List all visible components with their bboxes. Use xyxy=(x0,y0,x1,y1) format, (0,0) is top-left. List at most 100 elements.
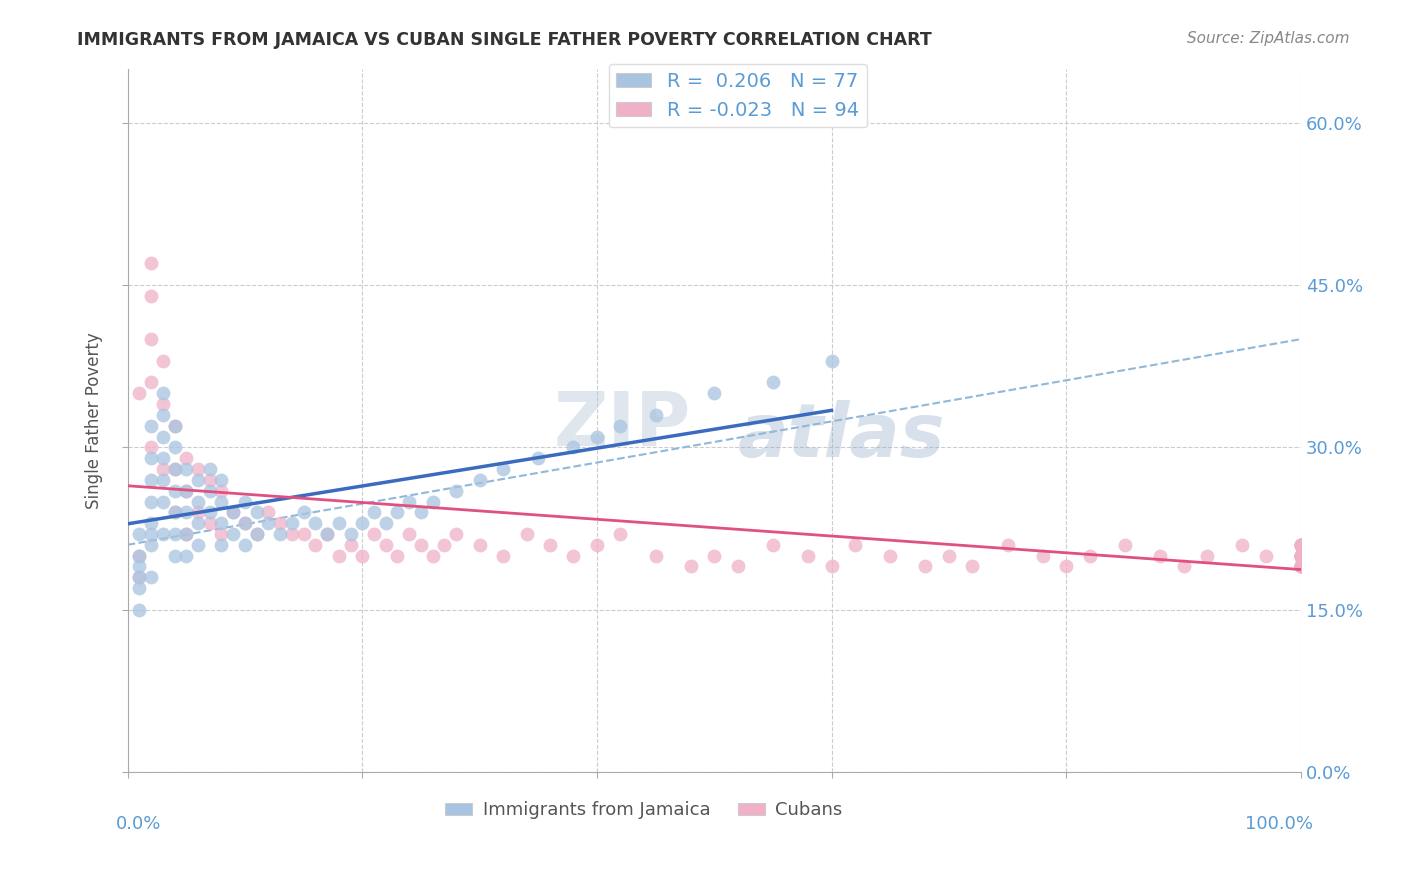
Point xyxy=(163,462,186,476)
Point xyxy=(222,527,245,541)
Text: Source: ZipAtlas.com: Source: ZipAtlas.com xyxy=(1187,31,1350,46)
Point xyxy=(1289,549,1312,563)
Point xyxy=(281,527,304,541)
Point xyxy=(211,473,233,487)
Point xyxy=(233,516,256,531)
Point xyxy=(1289,549,1312,563)
Point xyxy=(152,527,174,541)
Point xyxy=(1149,549,1171,563)
Point xyxy=(1054,559,1077,574)
Point xyxy=(269,527,291,541)
Point xyxy=(997,538,1019,552)
Point xyxy=(139,538,162,552)
Point xyxy=(246,505,269,519)
Point xyxy=(797,549,820,563)
Point xyxy=(1232,538,1254,552)
Legend: Immigrants from Jamaica, Cubans: Immigrants from Jamaica, Cubans xyxy=(437,794,851,826)
Point xyxy=(644,408,666,422)
Point xyxy=(703,549,725,563)
Point xyxy=(762,538,785,552)
Point xyxy=(211,538,233,552)
Point xyxy=(444,527,467,541)
Point xyxy=(163,441,186,455)
Point xyxy=(128,549,150,563)
Point xyxy=(198,473,221,487)
Point xyxy=(233,538,256,552)
Point xyxy=(163,527,186,541)
Point xyxy=(374,538,396,552)
Point xyxy=(938,549,960,563)
Point xyxy=(1289,549,1312,563)
Point xyxy=(174,549,197,563)
Point xyxy=(139,441,162,455)
Point xyxy=(139,527,162,541)
Point xyxy=(1289,559,1312,574)
Point xyxy=(139,570,162,584)
Point xyxy=(1289,549,1312,563)
Text: 0.0%: 0.0% xyxy=(115,815,162,833)
Point xyxy=(562,441,585,455)
Point xyxy=(174,527,197,541)
Point xyxy=(352,549,374,563)
Point xyxy=(1195,549,1218,563)
Point xyxy=(820,353,842,368)
Point xyxy=(433,538,456,552)
Point xyxy=(198,505,221,519)
Point xyxy=(844,538,866,552)
Point xyxy=(820,559,842,574)
Point xyxy=(187,538,209,552)
Point xyxy=(515,527,537,541)
Point xyxy=(962,559,984,574)
Point xyxy=(128,570,150,584)
Point xyxy=(246,527,269,541)
Point xyxy=(538,538,561,552)
Text: 100.0%: 100.0% xyxy=(1244,815,1313,833)
Point xyxy=(1289,538,1312,552)
Point xyxy=(152,462,174,476)
Point xyxy=(281,516,304,531)
Point xyxy=(387,549,409,563)
Point xyxy=(1289,559,1312,574)
Point xyxy=(914,559,936,574)
Point xyxy=(152,494,174,508)
Point xyxy=(257,505,280,519)
Point xyxy=(339,538,361,552)
Point xyxy=(1078,549,1101,563)
Y-axis label: Single Father Poverty: Single Father Poverty xyxy=(86,332,103,508)
Point xyxy=(1289,538,1312,552)
Point xyxy=(292,505,315,519)
Point xyxy=(163,505,186,519)
Point xyxy=(1289,538,1312,552)
Point xyxy=(374,516,396,531)
Point xyxy=(174,462,197,476)
Point xyxy=(174,527,197,541)
Point xyxy=(339,527,361,541)
Point xyxy=(163,462,186,476)
Point xyxy=(363,527,385,541)
Point xyxy=(187,473,209,487)
Point xyxy=(409,538,432,552)
Text: ZIP: ZIP xyxy=(554,389,690,462)
Point xyxy=(163,549,186,563)
Point xyxy=(1173,559,1195,574)
Point xyxy=(128,603,150,617)
Point xyxy=(468,538,491,552)
Point xyxy=(211,516,233,531)
Point xyxy=(174,451,197,466)
Point xyxy=(139,451,162,466)
Point xyxy=(409,505,432,519)
Point xyxy=(562,549,585,563)
Point xyxy=(1289,559,1312,574)
Point xyxy=(128,570,150,584)
Point xyxy=(363,505,385,519)
Point xyxy=(679,559,702,574)
Point xyxy=(211,483,233,498)
Point xyxy=(139,376,162,390)
Point xyxy=(586,538,609,552)
Point xyxy=(246,527,269,541)
Point xyxy=(163,483,186,498)
Point xyxy=(1289,559,1312,574)
Point xyxy=(398,494,420,508)
Point xyxy=(1289,549,1312,563)
Point xyxy=(128,559,150,574)
